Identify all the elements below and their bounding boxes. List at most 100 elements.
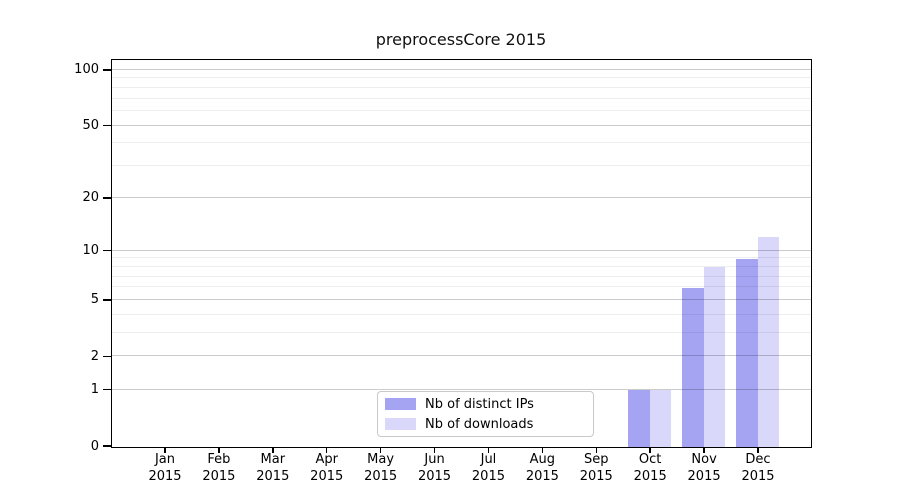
y-tick-label-2: 2 [90, 348, 99, 364]
y-tick-0 [103, 445, 111, 447]
major-gridline-5 [111, 298, 811, 300]
major-gridline-100 [111, 68, 811, 70]
major-gridline-50 [111, 124, 811, 126]
minor-gridline-30 [111, 165, 811, 167]
y-tick-label-1: 1 [90, 382, 99, 397]
minor-gridline-60 [111, 109, 811, 111]
grid-layer [111, 60, 811, 447]
x-tick-2 [272, 448, 274, 453]
x-tick-7 [541, 448, 544, 453]
y-tick-10 [103, 249, 111, 252]
minor-gridline-9 [111, 257, 811, 259]
chart-title: preprocessCore 2015 [375, 30, 547, 49]
x-tick-label-month-11: Dec [745, 452, 771, 467]
x-tick-label-3: Apr 2015 [297, 452, 357, 485]
legend-swatch-distinct-ips [385, 398, 416, 410]
x-tick-label-month-4: May [367, 452, 395, 467]
legend-item-distinct-ips: Nb of distinct IPs [385, 396, 593, 412]
y-tick-label-10: 10 [82, 243, 99, 259]
x-tick-label-1: Feb 2015 [189, 452, 249, 485]
minor-gridline-40 [111, 142, 811, 144]
x-tick-label-0: Jan 2015 [135, 452, 195, 485]
x-tick-0 [164, 448, 166, 453]
legend-label-distinct-ips: Nb of distinct IPs [425, 396, 534, 412]
minor-gridline-80 [111, 86, 811, 88]
x-tick-10 [703, 448, 705, 453]
major-gridline-20 [111, 196, 811, 198]
major-gridline-2 [111, 355, 811, 357]
y-tick-label-50: 50 [82, 118, 99, 134]
x-tick-label-year-2: 2015 [256, 468, 290, 484]
x-tick-4 [379, 448, 382, 453]
x-tick-label-6: Jul 2015 [458, 452, 518, 485]
x-tick-label-month-9: Oct [638, 452, 662, 467]
major-gridline-1 [111, 388, 811, 390]
minor-gridline-90 [111, 77, 811, 79]
x-tick-label-month-6: Jul [480, 452, 497, 467]
x-tick-label-year-3: 2015 [310, 468, 344, 484]
x-tick-label-year-7: 2015 [525, 468, 559, 484]
legend-label-downloads: Nb of downloads [425, 416, 534, 432]
minor-gridline-4 [111, 313, 811, 315]
x-tick-8 [595, 448, 598, 453]
minor-gridline-8 [111, 265, 811, 267]
y-tick-5 [103, 299, 111, 301]
x-tick-label-month-8: Sep [584, 452, 609, 467]
minor-gridline-3 [111, 332, 811, 334]
y-tick-1 [103, 388, 111, 391]
x-tick-9 [649, 448, 651, 453]
y-tick-label-5: 5 [90, 292, 99, 308]
bar-distinct-ips-dec-2015 [736, 258, 758, 447]
minor-gridline-6 [111, 286, 811, 288]
x-tick-label-month-10: Nov [691, 452, 717, 467]
minor-gridline-7 [111, 275, 811, 277]
x-tick-label-month-5: Jun [424, 452, 445, 467]
y-tick-20 [103, 197, 111, 199]
y-tick-label-0: 0 [90, 438, 99, 454]
y-tick-label-20: 20 [82, 190, 99, 206]
x-tick-3 [325, 448, 328, 453]
x-tick-label-9: Oct 2015 [620, 452, 680, 485]
x-tick-label-year-0: 2015 [148, 468, 182, 484]
bar-downloads-dec-2015 [757, 237, 779, 447]
y-tick-2 [103, 355, 111, 358]
x-tick-label-year-11: 2015 [741, 468, 775, 484]
x-tick-label-month-2: Mar [260, 452, 286, 467]
x-tick-label-year-9: 2015 [633, 468, 667, 484]
bar-distinct-ips-nov-2015 [682, 287, 704, 447]
minor-gridline-70 [111, 97, 811, 99]
x-tick-label-month-0: Jan [154, 452, 176, 467]
x-tick-label-month-7: Aug [529, 452, 556, 467]
bar-distinct-ips-oct-2015 [628, 390, 650, 447]
bars-layer [112, 60, 812, 447]
x-tick-label-year-6: 2015 [471, 468, 505, 484]
x-tick-label-year-5: 2015 [417, 468, 452, 484]
x-tick-5 [433, 448, 436, 453]
bar-downloads-oct-2015 [649, 390, 672, 447]
x-tick-11 [757, 448, 759, 453]
x-tick-label-year-10: 2015 [687, 468, 721, 484]
x-tick-6 [487, 448, 490, 453]
x-tick-1 [218, 448, 220, 453]
x-tick-label-2: Mar 2015 [243, 452, 303, 485]
y-tick-label-100: 100 [74, 62, 99, 78]
x-tick-label-7: Aug 2015 [512, 452, 572, 485]
y-tick-50 [103, 124, 111, 127]
x-tick-label-4: May 2015 [351, 452, 411, 485]
x-tick-label-month-1: Feb [207, 452, 231, 467]
y-tick-100 [103, 69, 111, 71]
legend: Nb of distinct IPs Nb of downloads [377, 391, 594, 437]
legend-swatch-downloads [385, 418, 416, 430]
x-tick-label-5: Jun 2015 [405, 452, 465, 485]
bar-downloads-nov-2015 [703, 267, 726, 447]
x-tick-label-11: Dec 2015 [728, 452, 788, 485]
legend-item-downloads: Nb of downloads [385, 416, 593, 432]
x-tick-label-8: Sep 2015 [566, 452, 626, 485]
x-tick-label-10: Nov 2015 [674, 452, 734, 485]
x-tick-label-year-4: 2015 [364, 468, 398, 484]
x-tick-label-year-1: 2015 [202, 468, 236, 484]
x-tick-label-month-3: Apr [315, 452, 338, 467]
plot-area [110, 58, 812, 448]
major-gridline-10 [111, 249, 811, 251]
